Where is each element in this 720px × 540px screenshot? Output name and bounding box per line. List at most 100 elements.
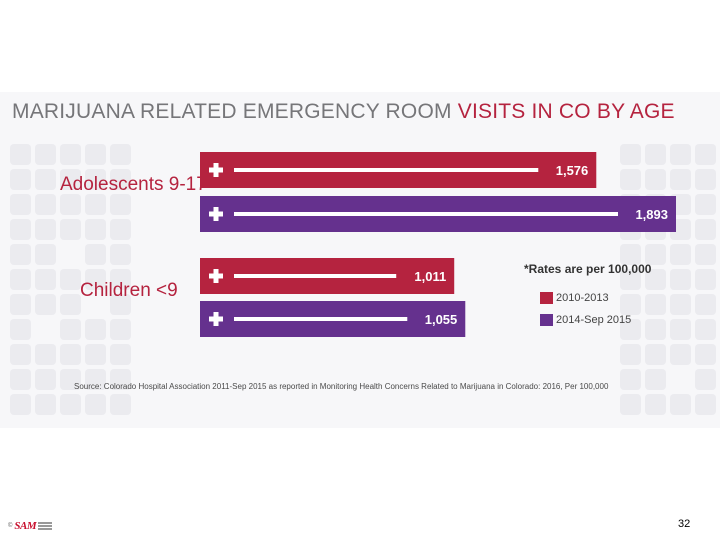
background-tile bbox=[695, 244, 716, 265]
background-tile bbox=[620, 294, 641, 315]
background-tile bbox=[85, 369, 106, 390]
background-tile bbox=[35, 169, 56, 190]
background-tile bbox=[695, 144, 716, 165]
background-tile bbox=[60, 369, 81, 390]
bar-inner-line bbox=[234, 317, 408, 321]
background-tile bbox=[10, 219, 31, 240]
background-tile bbox=[620, 144, 641, 165]
background-tile bbox=[60, 169, 81, 190]
background-tile bbox=[620, 344, 641, 365]
background-tile bbox=[645, 319, 666, 340]
background-tile bbox=[60, 344, 81, 365]
background-tile bbox=[670, 344, 691, 365]
page-number: 32 bbox=[678, 518, 691, 530]
background-tile bbox=[10, 169, 31, 190]
background-tile bbox=[35, 219, 56, 240]
background-tile bbox=[85, 144, 106, 165]
background-tile bbox=[110, 169, 131, 190]
background-tile bbox=[110, 194, 131, 215]
background-tile bbox=[85, 394, 106, 415]
plus-icon bbox=[213, 163, 219, 177]
background-tile bbox=[645, 394, 666, 415]
background-tile bbox=[670, 319, 691, 340]
background-tile bbox=[110, 294, 131, 315]
background-tile bbox=[670, 269, 691, 290]
background-tile bbox=[695, 194, 716, 215]
background-tile bbox=[645, 294, 666, 315]
background-tile bbox=[10, 319, 31, 340]
plus-icon bbox=[213, 207, 219, 221]
background-tile bbox=[85, 319, 106, 340]
logo-tagline-lines bbox=[38, 522, 53, 530]
background-tile bbox=[10, 344, 31, 365]
background-tile bbox=[645, 144, 666, 165]
background-tile bbox=[10, 369, 31, 390]
background-tile bbox=[645, 269, 666, 290]
plus-icon bbox=[213, 269, 219, 283]
data-label-1-2014-sep-2015: 1,055 bbox=[425, 312, 458, 327]
chart-title-lead: MARIJUANA RELATED EMERGENCY ROOM bbox=[12, 100, 452, 123]
background-tile bbox=[620, 269, 641, 290]
background-tile bbox=[60, 269, 81, 290]
background-tile bbox=[10, 394, 31, 415]
background-tile bbox=[110, 144, 131, 165]
background-tile bbox=[695, 219, 716, 240]
background-tile bbox=[670, 294, 691, 315]
background-tile bbox=[110, 219, 131, 240]
legend-swatch-2014-sep-2015 bbox=[540, 314, 553, 326]
chart-title-highlight: VISITS IN CO BY AGE bbox=[457, 100, 675, 123]
background-tile bbox=[85, 344, 106, 365]
background-tile bbox=[670, 394, 691, 415]
background-tile bbox=[110, 319, 131, 340]
background-tile bbox=[695, 294, 716, 315]
background-tile bbox=[110, 394, 131, 415]
background-tile bbox=[670, 144, 691, 165]
logo-mark: SAM bbox=[14, 520, 37, 532]
background-tile bbox=[60, 219, 81, 240]
background-tile bbox=[110, 269, 131, 290]
background-tile bbox=[10, 294, 31, 315]
background-tile bbox=[695, 269, 716, 290]
background-tile bbox=[35, 244, 56, 265]
background-tile bbox=[35, 344, 56, 365]
background-tile bbox=[110, 244, 131, 265]
background-tile bbox=[620, 369, 641, 390]
background-tile bbox=[60, 194, 81, 215]
background-tile bbox=[85, 244, 106, 265]
category-label-children: Children <9 bbox=[80, 280, 178, 301]
data-label-1-2010-2013: 1,011 bbox=[414, 269, 446, 284]
background-tile bbox=[85, 269, 106, 290]
background-tile bbox=[695, 319, 716, 340]
chart-title: MARIJUANA RELATED EMERGENCY ROOM VISITS … bbox=[12, 100, 712, 124]
rate-note: *Rates are per 100,000 bbox=[524, 262, 652, 276]
background-tile bbox=[85, 219, 106, 240]
background-tile bbox=[60, 294, 81, 315]
plus-icon bbox=[213, 312, 219, 326]
legend-label-2010-2013: 2010-2013 bbox=[556, 292, 609, 304]
background-tile bbox=[110, 369, 131, 390]
background-tile bbox=[10, 144, 31, 165]
background-tile bbox=[110, 344, 131, 365]
background-tile bbox=[35, 269, 56, 290]
chart-background-panel bbox=[0, 92, 720, 428]
background-tile bbox=[35, 294, 56, 315]
background-tile bbox=[695, 344, 716, 365]
background-tile bbox=[620, 169, 641, 190]
background-tile bbox=[620, 394, 641, 415]
data-label-0-2014-sep-2015: 1,893 bbox=[635, 207, 668, 222]
background-tile bbox=[645, 369, 666, 390]
bar-inner-line bbox=[234, 274, 397, 278]
bar-inner-line bbox=[234, 212, 618, 216]
background-tile bbox=[645, 169, 666, 190]
legend-item-2014-sep-2015: 2014-Sep 2015 bbox=[540, 313, 631, 327]
legend-swatch-2010-2013 bbox=[540, 292, 553, 304]
legend-item-2010-2013: 2010-2013 bbox=[540, 291, 609, 305]
background-tile bbox=[620, 244, 641, 265]
background-tile bbox=[695, 369, 716, 390]
background-tile bbox=[60, 144, 81, 165]
background-tile bbox=[645, 344, 666, 365]
background-tile bbox=[645, 244, 666, 265]
background-tile bbox=[670, 244, 691, 265]
background-tile bbox=[60, 319, 81, 340]
